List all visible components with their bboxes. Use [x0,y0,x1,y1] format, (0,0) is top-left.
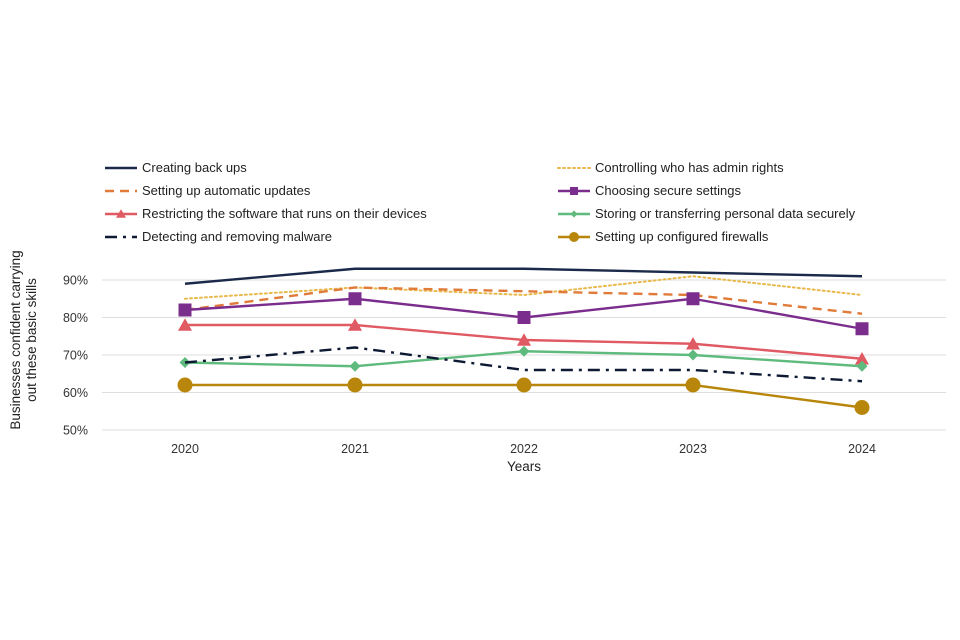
y-axis-title-line: Businesses confident carrying [8,250,23,429]
legend-swatch [558,210,590,217]
legend-label: Restricting the software that runs on th… [142,206,427,221]
data-point [348,292,362,306]
legend-swatch [105,166,137,169]
data-point [855,322,869,336]
legend-swatch [557,166,591,169]
y-tick-label: 50% [63,424,88,438]
data-point [686,292,700,306]
legend-item: Setting up configured firewalls [557,229,768,244]
y-tick-label: 60% [63,386,88,400]
legend-item: Choosing secure settings [557,183,741,198]
data-point [178,318,192,331]
legend-swatch [558,231,590,242]
data-point [570,210,578,217]
legend-label: Setting up automatic updates [142,183,311,198]
y-axis-title-line: out these basic skills [24,278,39,402]
y-tick-label: 90% [63,274,88,288]
legend-item: Restricting the software that runs on th… [104,206,427,221]
legend-item: Storing or transferring personal data se… [557,206,855,221]
data-point [569,231,579,242]
data-point [349,360,361,372]
x-tick-label: 2023 [679,442,707,456]
legend-label: Detecting and removing malware [142,229,333,244]
data-point [347,377,363,393]
x-tick-label: 2022 [510,442,538,456]
series-line [184,346,863,383]
data-point [178,303,192,317]
data-point [686,337,700,350]
data-point [517,311,531,324]
data-point [570,186,578,195]
x-tick-label: 2024 [848,442,876,456]
data-point [517,333,531,346]
legend-label: Controlling who has admin rights [595,160,784,175]
series-line [184,267,863,285]
data-point [348,318,362,331]
chart-legend: Creating back ups Controlling who has adm… [0,0,960,260]
legend-label: Setting up configured firewalls [595,229,769,244]
data-point [516,377,532,393]
data-point [687,349,699,361]
series-line [184,275,863,300]
data-point [518,345,530,357]
data-point [116,208,126,218]
y-tick-label: 70% [63,349,88,363]
data-point [177,377,193,393]
legend-label: Choosing secure settings [595,183,741,198]
legend-swatch [105,235,137,238]
legend-item: Detecting and removing malware [104,229,332,244]
legend-item: Setting up automatic updates [104,183,310,198]
data-point [855,352,869,365]
x-tick-label: 2021 [341,442,369,456]
x-tick-label: 2020 [171,442,199,456]
legend-item: Creating back ups [104,160,247,175]
legend-label: Storing or transferring personal data se… [595,206,856,221]
data-point [685,377,701,393]
data-point [854,400,870,415]
legend-swatch [105,208,137,218]
legend-item: Controlling who has admin rights [557,160,784,175]
x-axis-title: Years [507,459,541,474]
y-axis-title: Businesses confident carryingout these b… [8,250,39,429]
legend-swatch [558,186,590,195]
legend-label: Creating back ups [142,160,247,175]
legend-swatch [105,189,137,192]
data-point [856,360,868,372]
y-tick-label: 80% [63,311,88,325]
